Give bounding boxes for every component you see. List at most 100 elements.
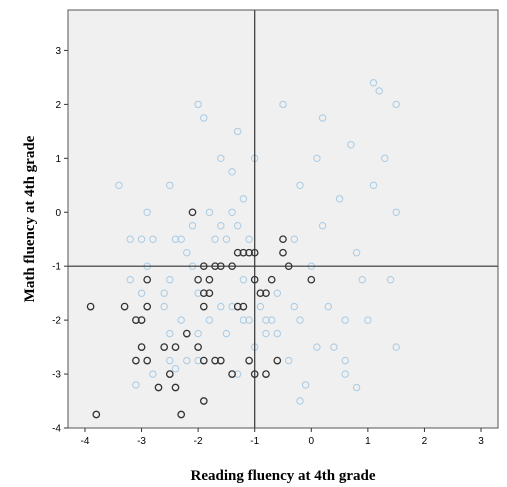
data-point bbox=[381, 154, 389, 163]
data-point bbox=[132, 381, 140, 389]
data-point bbox=[245, 316, 253, 324]
data-point bbox=[341, 370, 349, 378]
data-point bbox=[296, 397, 304, 405]
y-tick-label: 1 bbox=[55, 154, 61, 165]
highlighted-point bbox=[245, 248, 253, 257]
data-point bbox=[137, 289, 146, 297]
highlighted-point bbox=[132, 356, 140, 365]
data-point bbox=[318, 114, 327, 122]
data-point bbox=[126, 235, 134, 243]
highlighted-point bbox=[120, 302, 129, 311]
data-point bbox=[171, 235, 180, 243]
data-point bbox=[115, 181, 123, 190]
data-point bbox=[177, 316, 185, 324]
highlighted-point bbox=[307, 275, 316, 284]
highlighted-point bbox=[228, 370, 236, 378]
highlighted-point bbox=[199, 356, 208, 365]
highlighted-point bbox=[216, 356, 225, 365]
plot-area bbox=[68, 10, 498, 428]
data-point bbox=[245, 235, 253, 243]
data-point bbox=[279, 100, 287, 109]
highlighted-point bbox=[239, 248, 248, 257]
data-point bbox=[273, 329, 281, 338]
data-point bbox=[205, 208, 214, 217]
data-point bbox=[375, 87, 383, 95]
data-point bbox=[188, 222, 197, 230]
highlighted-point bbox=[279, 248, 287, 257]
highlighted-point bbox=[160, 343, 169, 351]
data-point bbox=[352, 249, 361, 257]
highlighted-point bbox=[273, 356, 282, 365]
highlighted-point bbox=[267, 275, 276, 284]
data-point bbox=[149, 235, 157, 243]
data-point bbox=[369, 79, 378, 87]
data-point bbox=[234, 370, 242, 378]
y-tick-label: -3 bbox=[52, 370, 61, 381]
data-point bbox=[228, 302, 236, 311]
highlighted-point bbox=[205, 289, 214, 298]
data-point bbox=[222, 235, 231, 243]
highlighted-point bbox=[137, 343, 146, 351]
data-point bbox=[392, 343, 400, 351]
data-point bbox=[273, 289, 281, 297]
data-point bbox=[166, 329, 174, 338]
highlighted-point bbox=[199, 289, 208, 298]
data-point bbox=[126, 276, 134, 284]
data-point bbox=[239, 276, 248, 284]
data-point bbox=[200, 114, 208, 122]
x-axis-title: Reading fluency at 4th grade bbox=[191, 468, 376, 484]
y-tick-label: 3 bbox=[55, 46, 61, 57]
data-point bbox=[166, 276, 174, 284]
highlighted-point bbox=[182, 329, 191, 338]
y-tick-label: 2 bbox=[55, 100, 61, 111]
highlighted-point bbox=[165, 370, 174, 378]
data-point bbox=[234, 222, 242, 230]
y-tick-label: -1 bbox=[52, 262, 61, 273]
x-tick-label: 1 bbox=[365, 436, 371, 447]
data-point bbox=[239, 316, 248, 324]
highlighted-point bbox=[205, 275, 214, 284]
data-point bbox=[228, 168, 236, 176]
highlighted-point bbox=[171, 383, 180, 392]
data-point bbox=[217, 222, 225, 230]
data-point bbox=[256, 302, 265, 311]
data-point bbox=[364, 316, 372, 324]
data-point bbox=[268, 316, 276, 324]
highlighted-point bbox=[154, 383, 163, 392]
highlighted-point bbox=[279, 235, 287, 244]
highlighted-point bbox=[188, 208, 197, 217]
data-point bbox=[330, 343, 338, 351]
highlighted-point bbox=[199, 397, 208, 405]
highlighted-point bbox=[92, 410, 101, 419]
data-point bbox=[143, 208, 151, 217]
highlighted-point bbox=[143, 356, 152, 365]
data-point bbox=[194, 289, 202, 297]
data-point bbox=[262, 329, 270, 338]
highlighted-point bbox=[194, 343, 202, 351]
highlighted-point bbox=[211, 356, 219, 365]
highlighted-point bbox=[143, 275, 152, 284]
data-point bbox=[341, 316, 349, 324]
data-point bbox=[217, 154, 225, 163]
plot-frame bbox=[67, 9, 499, 429]
data-point bbox=[313, 154, 321, 163]
highlighted-point bbox=[233, 302, 242, 311]
data-point bbox=[301, 381, 310, 389]
highlighted-point bbox=[143, 302, 152, 311]
data-point bbox=[392, 208, 400, 217]
data-point bbox=[137, 235, 146, 243]
highlighted-point bbox=[256, 289, 265, 298]
data-point bbox=[239, 195, 248, 203]
data-point bbox=[183, 249, 191, 257]
data-point bbox=[290, 235, 298, 243]
data-point bbox=[160, 289, 168, 297]
data-point bbox=[335, 195, 344, 203]
data-point bbox=[205, 316, 214, 324]
highlighted-point bbox=[262, 370, 270, 378]
highlighted-point bbox=[171, 343, 180, 351]
data-point bbox=[160, 302, 168, 311]
data-point bbox=[347, 141, 355, 149]
x-tick-label: 3 bbox=[478, 436, 484, 447]
data-point bbox=[194, 100, 202, 109]
